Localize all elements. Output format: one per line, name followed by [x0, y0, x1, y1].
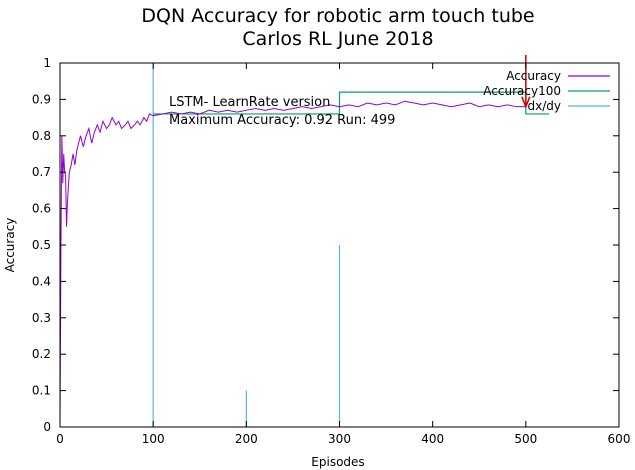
x-tick-label: 0 [56, 432, 64, 446]
y-tick-label: 0 [43, 420, 51, 434]
annotation-version: LSTM- LearnRate version [169, 95, 330, 110]
legend-label: dx/dy [528, 99, 561, 113]
y-tick-label: 0.8 [32, 129, 51, 143]
annotations: LSTM- LearnRate version Maximum Accuracy… [169, 95, 395, 128]
x-tick-label: 100 [142, 432, 165, 446]
legend-item: Accuracy [506, 69, 610, 83]
chart-title-line-2: Carlos RL June 2018 [242, 28, 433, 50]
y-tick-label: 0.9 [32, 92, 51, 106]
x-axis-label: Episodes [311, 455, 364, 469]
x-tick-label: 500 [514, 432, 537, 446]
legend-label: Accuracy100 [483, 84, 561, 98]
y-axis-label: Accuracy [3, 218, 17, 273]
x-tick-label: 300 [328, 432, 351, 446]
series-layer [59, 55, 550, 428]
y-tick-label: 0.2 [32, 347, 51, 361]
tick-labels: 0 100 200 300 400 500 600 0 0.1 0.2 0.3 0.4 0.5 0.6 0.… [32, 56, 631, 446]
y-tick-label: 0.5 [32, 238, 51, 252]
series-dxdy [152, 63, 341, 427]
series-accuracy-line [59, 100, 525, 428]
x-tick-label: 200 [235, 432, 258, 446]
annotation-max-accuracy: Maximum Accuracy: 0.92 Run: 499 [169, 113, 395, 128]
x-tick-label: 400 [421, 432, 444, 446]
marker-arrowhead [521, 96, 531, 109]
y-tick-label: 0.6 [32, 202, 51, 216]
y-tick-label: 0.7 [32, 165, 51, 179]
legend-label: Accuracy [506, 69, 561, 83]
y-tick-label: 1 [43, 56, 51, 70]
chart-title: DQN Accuracy for robotic arm touch tube … [141, 5, 534, 50]
y-tick-label: 0.3 [32, 311, 51, 325]
legend-item: Accuracy100 [483, 84, 610, 98]
chart-title-line-1: DQN Accuracy for robotic arm touch tube [141, 5, 534, 27]
y-tick-label: 0.4 [32, 274, 51, 288]
x-tick-label: 600 [608, 432, 631, 446]
axis-ticks [60, 63, 619, 427]
series-accuracy100-line [153, 91, 550, 115]
y-tick-label: 0.1 [32, 384, 51, 398]
legend-item: dx/dy [528, 99, 610, 113]
